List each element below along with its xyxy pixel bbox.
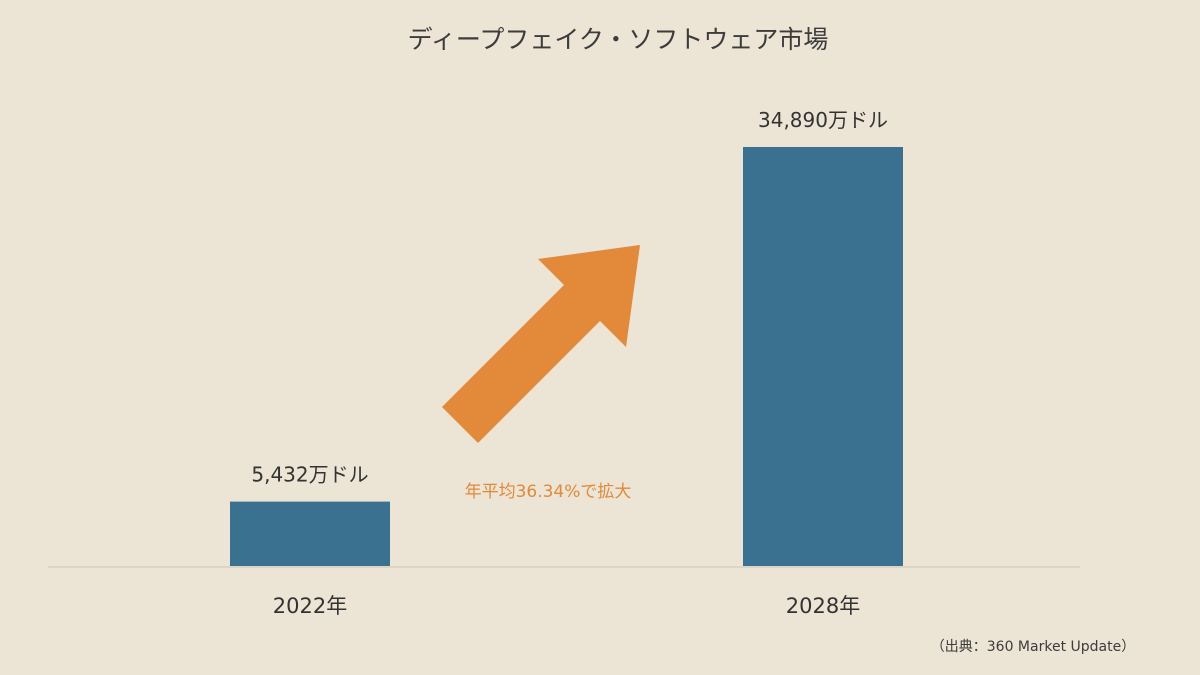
chart-title: ディープフェイク・ソフトウェア市場 [408,25,829,54]
bar-1 [743,147,903,567]
bar-0 [230,501,390,567]
growth-arrow-icon [442,245,640,443]
growth-annotation: 年平均36.34%で拡大 [465,482,632,502]
value-label-0: 5,432万ドル [251,463,368,487]
x-tick-label-1: 2028年 [786,594,860,618]
x-tick-label-0: 2022年 [273,594,347,618]
source-note: （出典：360 Market Update） [931,639,1135,655]
bars-layer: 5,432万ドル 2022年 34,890万ドル 2028年 [230,108,903,618]
value-label-1: 34,890万ドル [758,108,888,132]
